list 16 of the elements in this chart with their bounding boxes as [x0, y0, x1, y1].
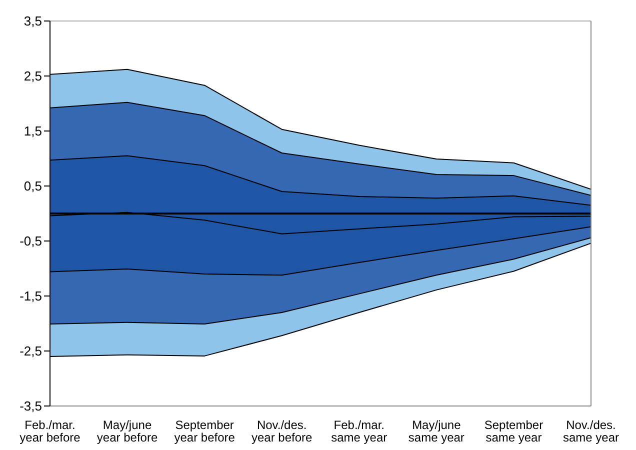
x-tick-label: Nov./des. year before [252, 418, 313, 444]
x-tick-label: May/june same year [408, 418, 464, 444]
x-tick-label: Feb./mar. same year [331, 418, 388, 444]
x-tick-label: September year before [174, 418, 236, 444]
x-tick-label: Nov./des. same year [562, 418, 620, 444]
y-tick-label: -3,5 [20, 398, 42, 414]
y-tick-label: 1,5 [24, 124, 42, 139]
y-tick-label: 0,5 [24, 178, 42, 194]
y-tick-label: 2,5 [24, 68, 42, 84]
y-tick-label: 3,5 [24, 14, 42, 29]
x-tick-label: May/june year before [96, 418, 158, 444]
y-tick-label: -0,5 [20, 234, 42, 249]
y-tick-label: -2,5 [20, 344, 42, 359]
y-tick-label: -1,5 [20, 288, 42, 304]
x-tick-label: September same year [484, 418, 544, 444]
x-tick-label: Feb./mar. year before [20, 418, 81, 444]
